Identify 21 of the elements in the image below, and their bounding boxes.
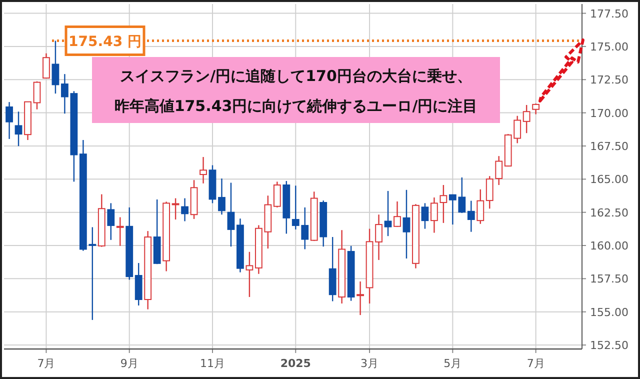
- y-tick-label: 157.50: [590, 272, 628, 286]
- annotation: 昨年高値175.43円に向けて続伸するユーロ/円に注目: [114, 97, 478, 115]
- y-tick-label: 177.50: [590, 7, 628, 20]
- y-tick-label: 152.50: [590, 339, 628, 352]
- x-tick-label: 11月: [200, 357, 225, 370]
- y-tick-label: 162.50: [590, 206, 628, 220]
- ref-line-label: 175.43 円: [68, 34, 142, 50]
- x-tick-label: 7月: [526, 357, 545, 370]
- y-tick-label: 155.00: [590, 306, 628, 319]
- y-tick-label: 170.00: [590, 106, 628, 120]
- x-tick-label: 3月: [360, 357, 379, 370]
- y-tick-label: 175.00: [590, 40, 628, 54]
- x-tick-label: 5月: [444, 357, 462, 370]
- y-tick-label: 172.50: [590, 74, 628, 87]
- y-tick-label: 165.00: [590, 173, 628, 186]
- x-tick-label: 9月: [120, 357, 138, 370]
- y-tick-label: 160.00: [590, 240, 628, 252]
- annotation: スイスフラン/円に追随して170円台の大台に乗せ、: [120, 67, 472, 85]
- y-tick-label: 167.50: [590, 140, 628, 153]
- x-tick-label: 7月: [37, 357, 56, 370]
- x-tick-label: 2025: [280, 357, 311, 370]
